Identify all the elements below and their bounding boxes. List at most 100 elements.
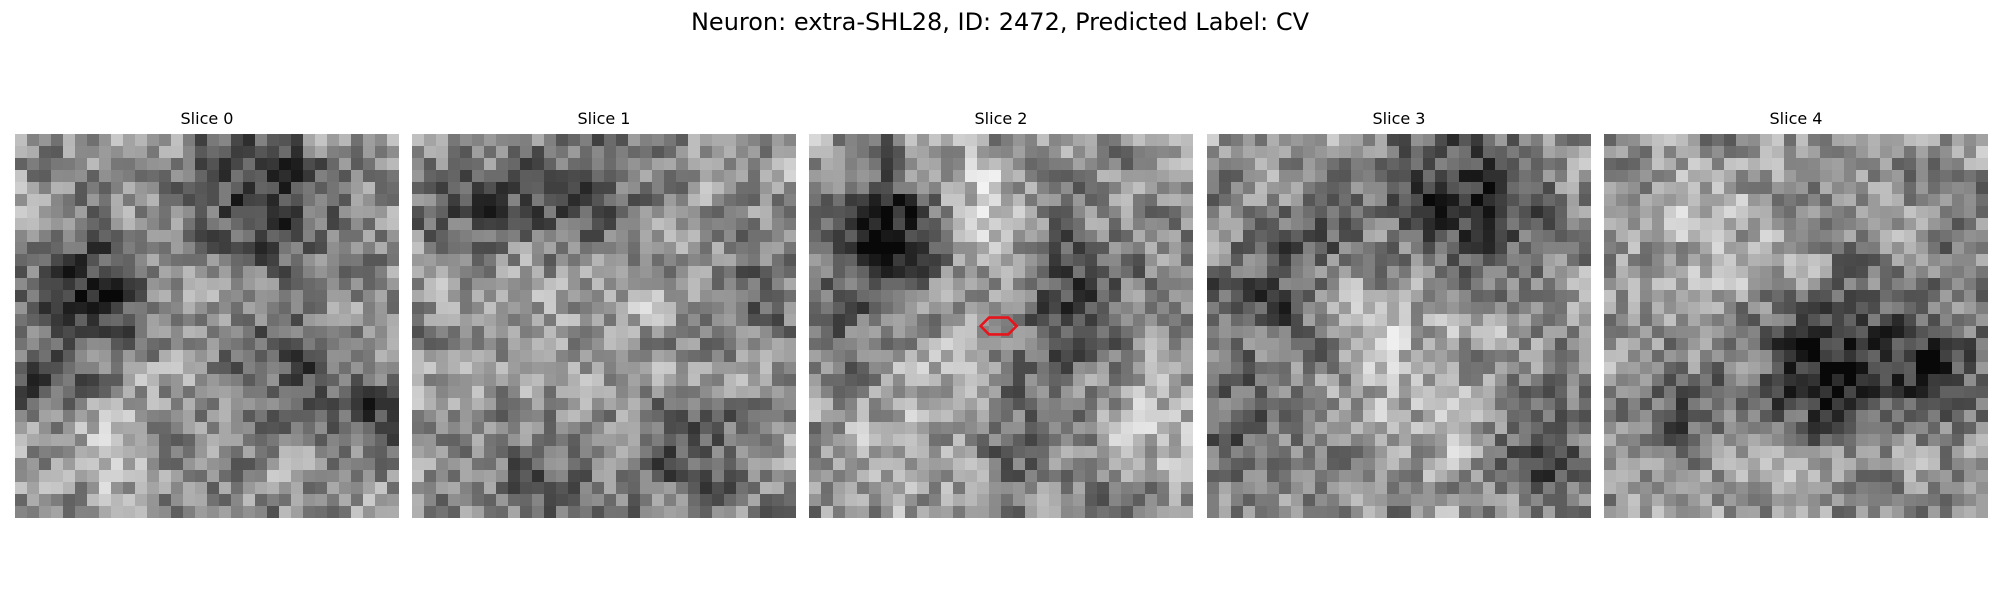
pixel <box>87 158 100 171</box>
pixel <box>1567 230 1580 243</box>
pixel <box>1940 302 1953 315</box>
pixel <box>1181 242 1193 255</box>
pixel <box>291 242 304 255</box>
pixel <box>1832 350 1845 363</box>
pixel <box>87 206 100 219</box>
pixel <box>1207 242 1220 255</box>
pixel <box>1676 194 1689 207</box>
pixel <box>1820 206 1833 219</box>
pixel <box>1243 338 1256 351</box>
pixel <box>1061 314 1074 327</box>
pixel <box>1640 398 1653 411</box>
pixel <box>231 170 244 183</box>
pixel <box>1844 290 1857 303</box>
pixel <box>1013 434 1026 447</box>
pixel <box>905 278 918 291</box>
pixel <box>1243 374 1256 387</box>
pixel <box>460 302 473 315</box>
pixel <box>760 350 773 363</box>
pixel <box>87 410 100 423</box>
pixel <box>27 194 40 207</box>
pixel <box>39 338 52 351</box>
pixel <box>1772 170 1785 183</box>
pixel <box>1904 434 1917 447</box>
pixel <box>1940 422 1953 435</box>
pixel <box>1952 278 1965 291</box>
pixel <box>1351 290 1364 303</box>
pixel <box>1567 482 1580 495</box>
pixel <box>1399 410 1412 423</box>
pixel <box>195 146 208 159</box>
pixel <box>676 266 689 279</box>
pixel <box>1279 338 1292 351</box>
pixel <box>1085 482 1098 495</box>
pixel <box>207 182 220 195</box>
pixel <box>291 194 304 207</box>
pixel <box>15 398 28 411</box>
pixel <box>448 374 461 387</box>
pixel <box>724 458 737 471</box>
pixel <box>1133 158 1146 171</box>
pixel <box>1688 170 1701 183</box>
pixel <box>63 194 76 207</box>
pixel <box>1399 206 1412 219</box>
pixel <box>724 422 737 435</box>
pixel <box>1736 230 1749 243</box>
pixel <box>159 338 172 351</box>
pixel <box>1411 242 1424 255</box>
pixel <box>171 398 184 411</box>
pixel <box>748 266 761 279</box>
pixel <box>1013 290 1026 303</box>
pixel <box>1604 242 1617 255</box>
pixel <box>1267 338 1280 351</box>
pixel <box>1652 290 1665 303</box>
pixel <box>75 422 88 435</box>
pixel <box>39 458 52 471</box>
pixel <box>1025 218 1038 231</box>
pixel <box>1471 458 1484 471</box>
pixel <box>1327 278 1340 291</box>
pixel <box>496 434 509 447</box>
pixel <box>1001 422 1014 435</box>
pixel <box>784 194 796 207</box>
pixel <box>279 158 292 171</box>
pixel <box>508 470 521 483</box>
slice-image <box>15 134 399 518</box>
pixel <box>1640 374 1653 387</box>
pixel <box>592 446 605 459</box>
pixel <box>39 254 52 267</box>
pixel <box>688 182 701 195</box>
pixel <box>1411 338 1424 351</box>
pixel <box>147 422 160 435</box>
pixel <box>1097 470 1110 483</box>
pixel <box>303 218 316 231</box>
pixel <box>375 206 388 219</box>
pixel <box>1880 170 1893 183</box>
pixel <box>1796 254 1809 267</box>
pixel <box>833 410 846 423</box>
pixel <box>39 290 52 303</box>
pixel <box>484 290 497 303</box>
pixel <box>135 338 148 351</box>
pixel <box>1616 350 1629 363</box>
pixel <box>436 458 449 471</box>
pixel <box>1748 158 1761 171</box>
pixel <box>75 482 88 495</box>
roi-marker <box>978 316 1019 336</box>
pixel <box>833 434 846 447</box>
pixel <box>1363 326 1376 339</box>
pixel <box>905 230 918 243</box>
pixel <box>905 458 918 471</box>
pixel <box>1267 194 1280 207</box>
pixel <box>1579 242 1591 255</box>
pixel <box>1207 458 1220 471</box>
pixel <box>784 242 796 255</box>
pixel <box>1724 254 1737 267</box>
pixel <box>1339 350 1352 363</box>
pixel <box>1736 242 1749 255</box>
pixel <box>1736 434 1749 447</box>
pixel <box>15 374 28 387</box>
pixel <box>544 134 557 147</box>
pixel <box>845 134 858 147</box>
pixel <box>556 242 569 255</box>
